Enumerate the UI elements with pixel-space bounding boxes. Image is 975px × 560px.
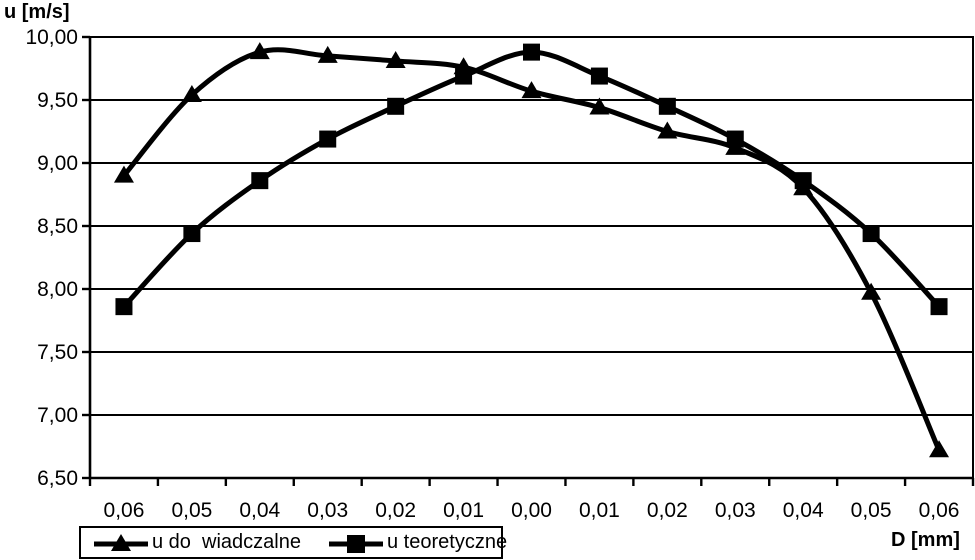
square-marker bbox=[726, 130, 744, 148]
x-tick-label: 0,04 bbox=[783, 499, 824, 522]
triangle-marker bbox=[861, 282, 882, 300]
x-tick-label: 0,01 bbox=[579, 499, 620, 522]
square-marker bbox=[862, 225, 880, 243]
y-tick-label: 10,00 bbox=[25, 26, 78, 49]
x-tick-label: 0,02 bbox=[647, 499, 688, 522]
y-tick-label: 9,50 bbox=[37, 89, 78, 112]
y-tick-label: 8,50 bbox=[37, 215, 78, 238]
x-tick-label: 0,04 bbox=[239, 499, 280, 522]
y-tick-label: 7,50 bbox=[37, 341, 78, 364]
triangle-marker bbox=[929, 440, 950, 458]
square-marker bbox=[183, 225, 201, 243]
x-tick-label: 0,03 bbox=[307, 499, 348, 522]
triangle-marker bbox=[249, 42, 270, 60]
legend-item-theoretical: u teoretyczne bbox=[328, 528, 507, 557]
y-tick-label: 6,50 bbox=[37, 467, 78, 490]
legend-label-theoretical: u teoretyczne bbox=[387, 531, 508, 553]
square-marker bbox=[115, 298, 133, 316]
triangle-marker bbox=[657, 121, 678, 139]
triangle-marker bbox=[385, 50, 406, 68]
x-tick-label: 0,05 bbox=[851, 499, 892, 522]
y-tick-label: 7,00 bbox=[37, 404, 78, 427]
triangle-marker bbox=[521, 81, 542, 99]
square-marker bbox=[658, 97, 676, 115]
square-marker bbox=[387, 97, 405, 115]
x-tick-label: 0,06 bbox=[919, 499, 960, 522]
y-axis-title: u [m/s] bbox=[4, 1, 70, 23]
square-marker bbox=[523, 43, 540, 61]
square-marker bbox=[930, 298, 948, 316]
square-legend-marker-icon bbox=[329, 534, 383, 553]
x-tick-label: 0,05 bbox=[171, 499, 212, 522]
x-tick-label: 0,03 bbox=[715, 499, 756, 522]
x-tick-label: 0,01 bbox=[443, 499, 484, 522]
triangle-marker bbox=[113, 165, 134, 183]
triangle-marker bbox=[317, 45, 338, 63]
square-marker bbox=[794, 172, 812, 190]
triangle-marker bbox=[181, 84, 202, 102]
series-line-experimental bbox=[121, 47, 942, 453]
y-tick-label: 8,00 bbox=[37, 278, 78, 301]
square-marker bbox=[455, 67, 473, 85]
x-tick-label: 0,06 bbox=[104, 499, 145, 522]
legend-item-experimental: u do wiadczalne bbox=[93, 528, 301, 557]
triangle-marker bbox=[589, 97, 610, 115]
x-tick-label: 0,00 bbox=[511, 499, 552, 522]
square-marker bbox=[319, 130, 337, 148]
legend: u do wiadczalne u teoretyczne bbox=[79, 526, 507, 559]
square-marker bbox=[251, 172, 269, 190]
legend-label-experimental: u do wiadczalne bbox=[152, 531, 301, 553]
square-marker bbox=[590, 67, 608, 85]
x-tick-label: 0,02 bbox=[375, 499, 416, 522]
triangle-legend-marker-icon bbox=[94, 533, 148, 551]
y-tick-label: 9,00 bbox=[37, 152, 78, 175]
x-axis-title: D [mm] bbox=[891, 529, 960, 551]
